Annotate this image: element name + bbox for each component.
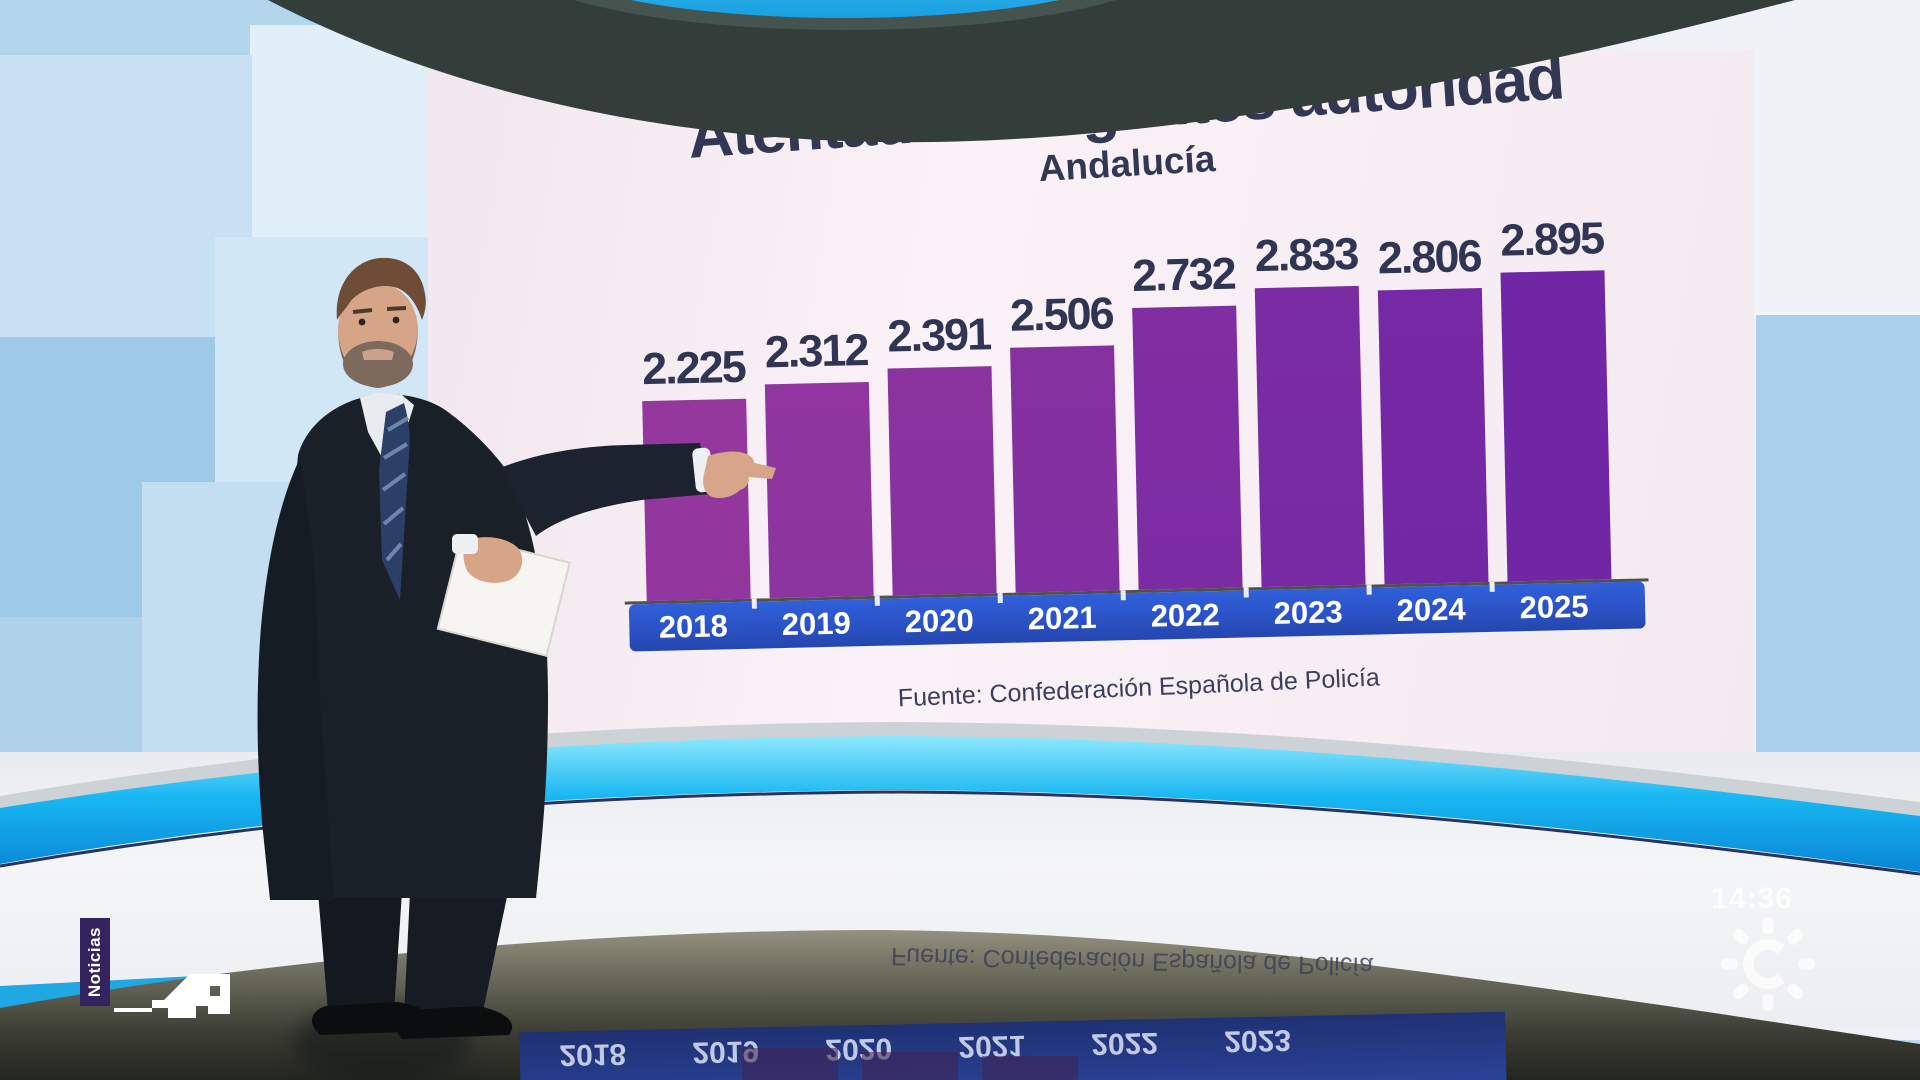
bar-value-label: 2.391 [886, 308, 991, 362]
x-axis-year: 2018 [641, 607, 746, 645]
bar-column: 2.312 [764, 324, 874, 599]
floor-reflection-year: 2018 [559, 1037, 627, 1072]
bar [1377, 287, 1489, 585]
bar-column: 2.391 [886, 308, 997, 596]
bar [1500, 270, 1612, 582]
bar [642, 399, 751, 602]
floor-reflection-bar [862, 1052, 958, 1080]
bar-value-label: 2.312 [764, 324, 868, 378]
bar-chart: Atentados a agentes autoridad Andalucía … [624, 42, 1649, 714]
bar [1254, 286, 1366, 588]
noticias-badge-label: Noticias [85, 926, 104, 998]
x-axis-year: 2023 [1256, 593, 1361, 631]
floor-reflection-bar [982, 1056, 1078, 1080]
bar-column: 2.732 [1131, 247, 1243, 590]
bar-column: 2.833 [1253, 228, 1366, 588]
bar-value-label: 2.833 [1254, 228, 1358, 282]
x-axis-year: 2022 [1133, 596, 1238, 634]
floor-reflection-bar [742, 1048, 838, 1080]
bar-value-label: 2.732 [1131, 247, 1236, 301]
x-axis-year: 2020 [887, 602, 992, 640]
bar-column: 2.895 [1499, 212, 1612, 582]
bar-column: 2.506 [1009, 287, 1120, 593]
bar [764, 382, 874, 599]
x-axis-year: 2025 [1519, 588, 1589, 625]
canal-sur-news-icon [114, 974, 230, 1018]
x-axis-year: 2019 [764, 605, 869, 643]
noticias-badge: Noticias [80, 918, 110, 1006]
bar [887, 366, 997, 596]
wall-block [0, 55, 252, 337]
x-axis-year: 2021 [1010, 599, 1115, 637]
canal-sur-sun-icon [1721, 917, 1815, 1011]
bar [1010, 344, 1120, 593]
bar-value-label: 2.895 [1499, 212, 1604, 266]
bar-value-label: 2.506 [1009, 286, 1114, 341]
bar [1132, 305, 1243, 590]
floor-reflection-year: 2022 [1090, 1025, 1159, 1061]
floor-reflection-year: 2023 [1223, 1023, 1292, 1058]
presenter-floor-reflection [292, 1004, 472, 1080]
bar-value-label: 2.806 [1377, 229, 1481, 284]
x-axis-year: 2024 [1379, 591, 1484, 629]
broadcast-clock: 14:36 [1711, 882, 1793, 915]
bar-value-label: 2.225 [641, 341, 746, 395]
bar-column: 2.806 [1377, 230, 1489, 585]
studio-desk-front [0, 752, 1920, 1027]
bar-column: 2.225 [641, 341, 751, 602]
bars-row: 2.225 2.312 2.391 2.506 2.732 2.833 2.806 2.895 [633, 212, 1633, 602]
